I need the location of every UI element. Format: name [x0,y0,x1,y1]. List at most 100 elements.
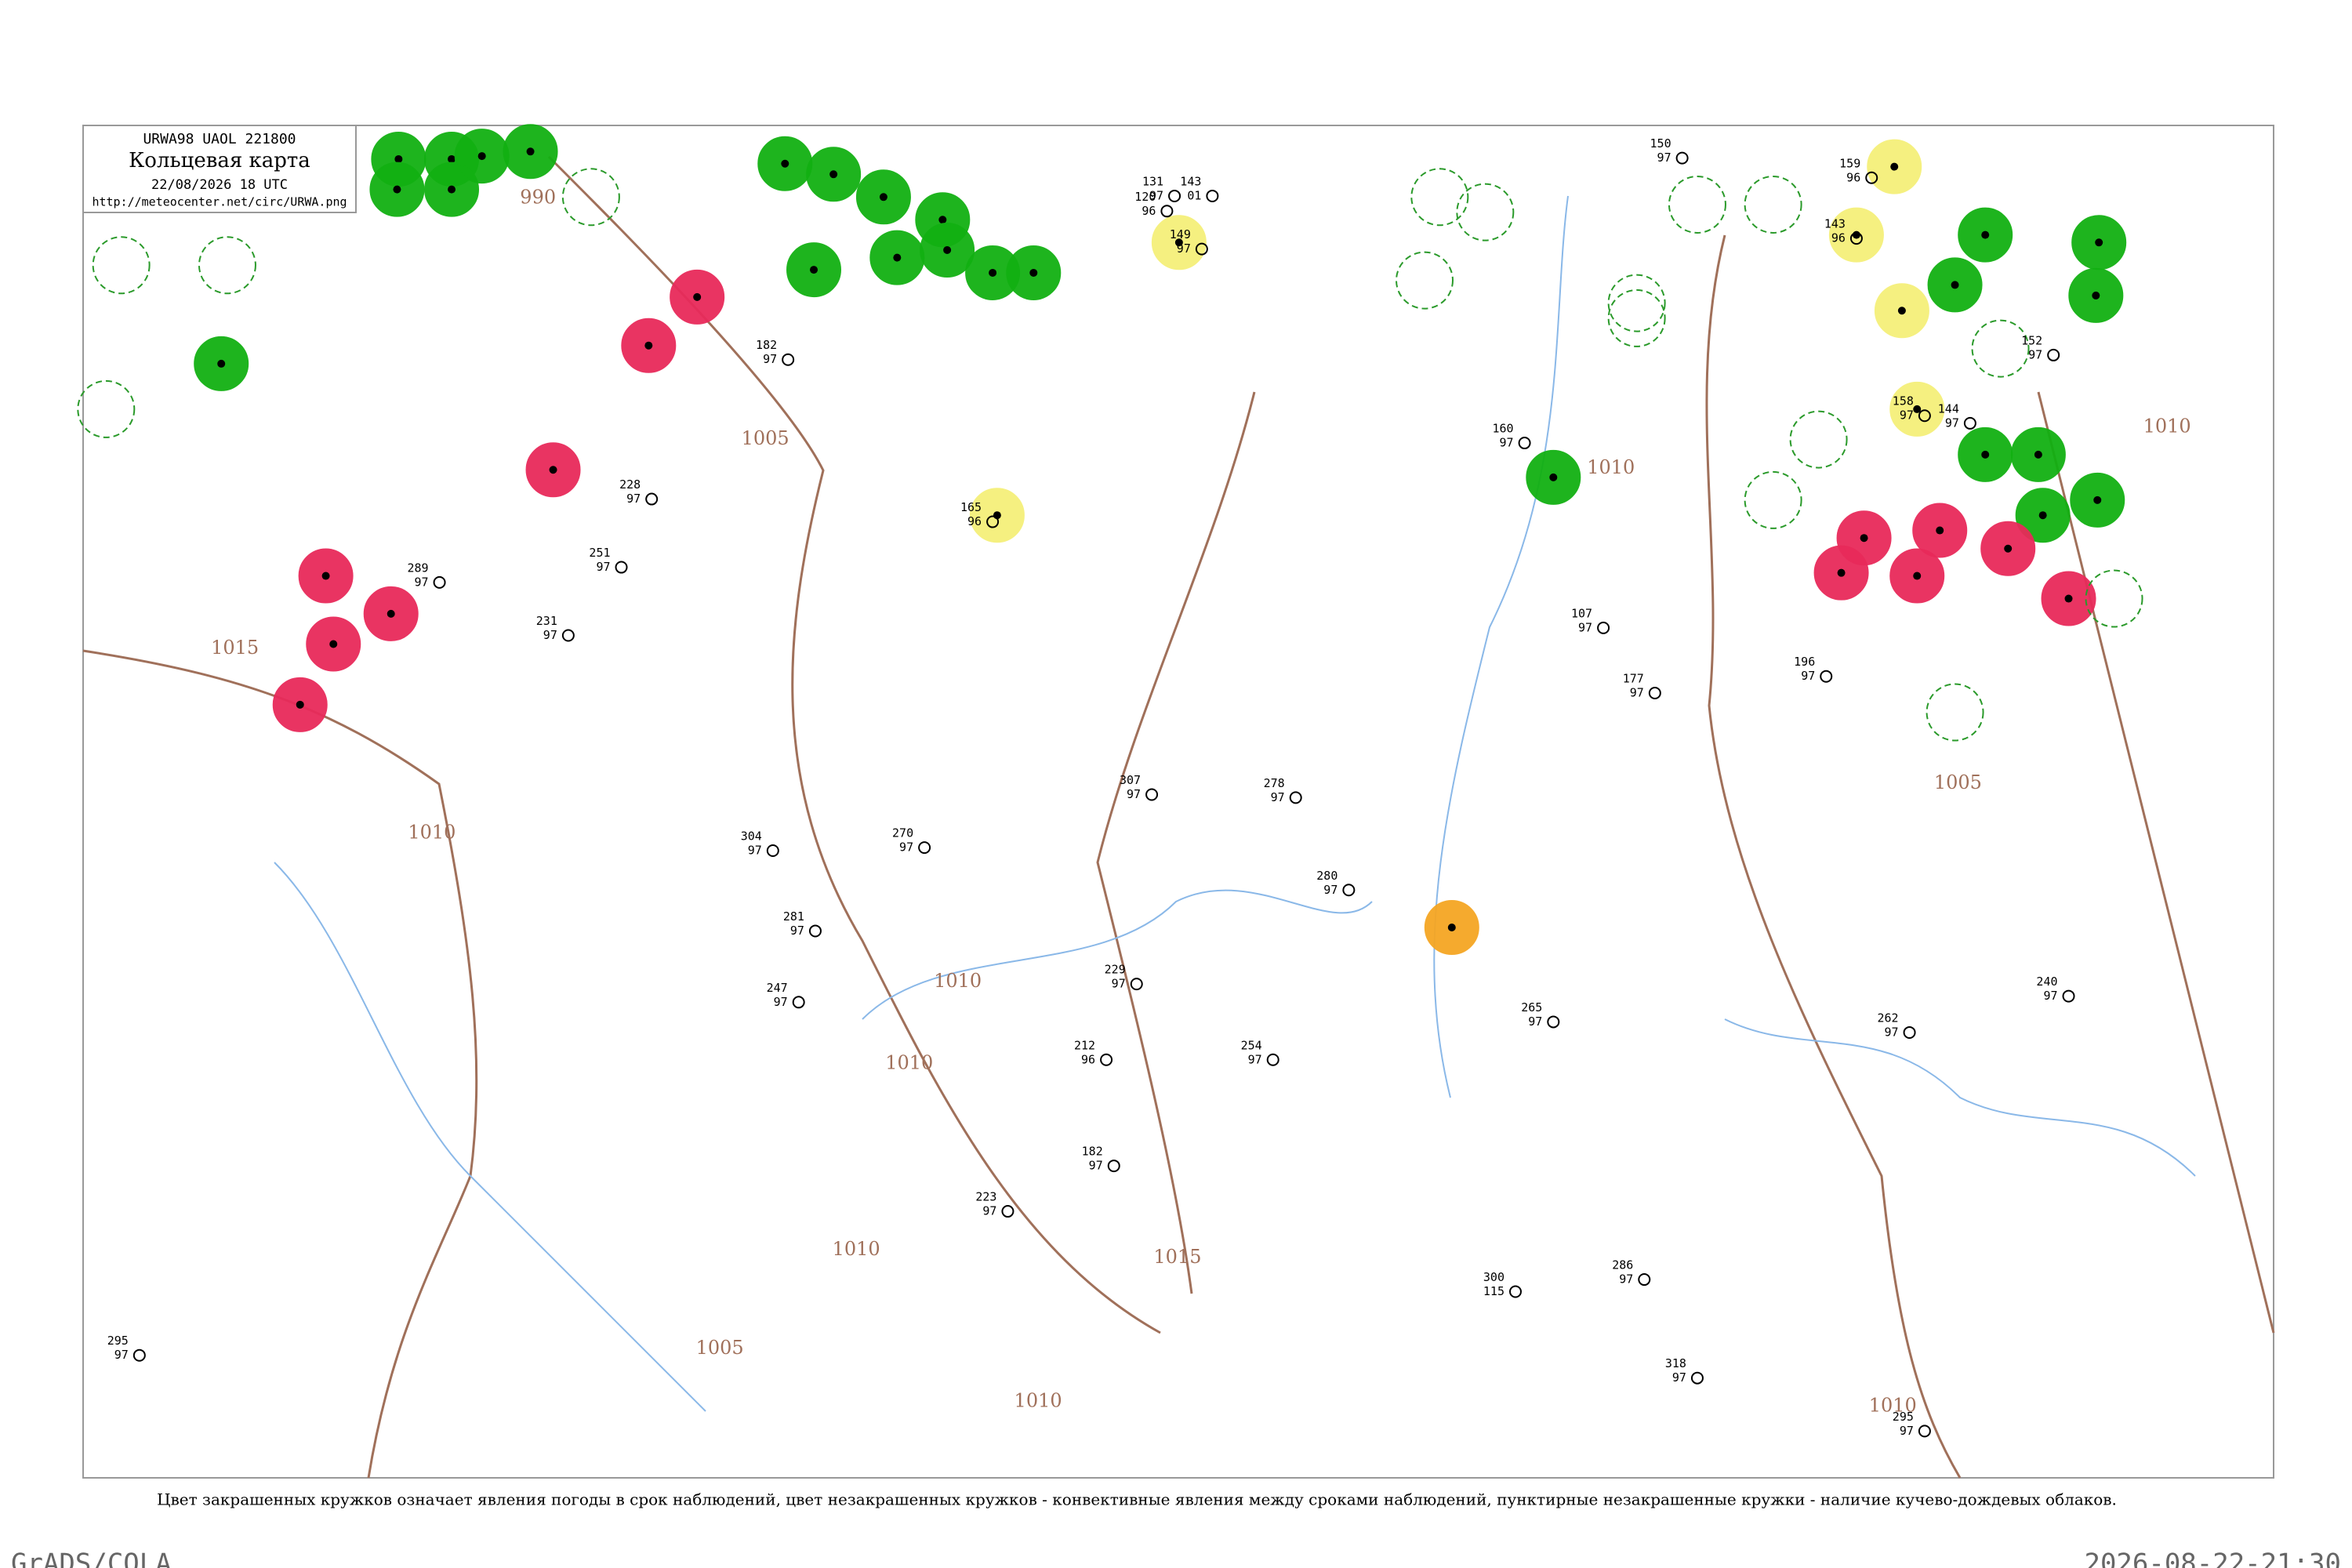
station-circle [1001,1205,1014,1218]
isobar-label: 1015 [211,637,259,659]
station-code: 97 [1900,408,1914,423]
station-circle [1130,978,1143,991]
river [1724,1018,2196,1177]
station-code: 97 [114,1348,129,1362]
station-circle [918,841,931,855]
station-circle [615,561,628,574]
station-dot [2004,544,2013,553]
footer-right: 2026-08-22-21:30 [2084,1548,2341,1568]
station-pressure: 107 [1571,606,1592,620]
station-circle [1289,791,1302,804]
station-code: 97 [763,352,777,366]
station-pressure: 159 [1839,156,1860,170]
isobar [1705,234,1962,1479]
station-dot [943,245,952,254]
station-pressure: 280 [1316,869,1338,883]
isobar-label: 1010 [2143,416,2191,437]
station-code: 97 [1089,1159,1103,1173]
station-pressure: 262 [1877,1011,1898,1025]
station-code: 97 [1630,685,1644,699]
station-code: 97 [1578,620,1592,634]
convective-ring [1456,183,1515,241]
station-circle [1342,884,1356,897]
station-code: 97 [1500,436,1514,450]
station-circle [986,515,1000,528]
station-dot [1029,268,1038,277]
station-circle [2062,989,2075,1003]
station-pressure: 165 [960,500,982,514]
convective-ring [1668,175,1726,234]
station-code: 97 [1900,1424,1914,1438]
convective-ring [1744,175,1802,234]
station-pressure: 212 [1074,1038,1095,1052]
station-dot [1913,405,1922,413]
station-circle [1206,189,1219,202]
header-box [82,125,357,213]
station-dot [387,609,395,618]
station-dot [448,154,456,163]
station-code: 01 [1187,188,1201,202]
station-pressure: 144 [1938,401,1959,416]
station-pressure: 152 [2021,333,2042,347]
station-circle [433,575,446,589]
station-code: 97 [1619,1272,1633,1287]
convective-ring [1410,168,1469,227]
station-code: 96 [1142,204,1156,218]
bulletin-code: URWA98 UAOL 221800 [143,131,296,147]
isobar [82,649,478,1479]
station-dot [2093,495,2102,504]
station-code: 97 [982,1204,996,1218]
station-circle [766,844,779,858]
station-dot [644,341,653,350]
station-dot [2034,450,2042,459]
isobar-label: 1010 [1869,1394,1917,1416]
isobar-label: 1010 [408,822,456,844]
station-pressure: 149 [1170,227,1191,241]
convective-ring [561,168,620,227]
station-circle [1963,416,1976,430]
isobar-label: 1010 [833,1238,880,1260]
station-circle [1195,242,1208,256]
station-dot [1174,238,1183,247]
station-dot [1981,230,1990,239]
isobar-label: 1005 [742,427,789,449]
station-code: 97 [1945,416,1959,430]
station-pressure: 231 [536,614,557,628]
map-frame [82,125,2274,1479]
station-dot [693,292,702,301]
station-circle [1100,1053,1113,1066]
station-circle [561,629,575,642]
isobar [2037,391,2275,1334]
map-url: http://meteocenter.net/circ/URWA.png [92,195,347,209]
station-dot [1837,568,1846,577]
station-pressure: 251 [589,546,610,560]
isobar-label: 1010 [934,970,982,992]
station-dot [477,152,486,161]
station-dot [296,700,304,709]
station-dot [549,466,557,474]
station-code: 97 [2028,347,2042,361]
station-code: 97 [2043,989,2057,1003]
station-circle [1518,437,1531,450]
isobar-label: 1005 [1934,771,1982,793]
station-circle [1638,1273,1651,1287]
convective-ring [77,379,136,438]
convective-ring [1744,470,1802,529]
station-circle [1903,1025,1916,1039]
station-dot [329,640,338,648]
station-pressure: 240 [2036,975,2057,989]
station-code: 97 [748,844,762,858]
station-code: 96 [1831,231,1846,245]
isobar-lines [82,155,2275,1479]
station-code: 97 [1801,669,1815,683]
station-pressure: 158 [1893,394,1914,408]
station-dot [1951,281,1959,289]
station-dot [2064,594,2073,603]
station-code: 97 [1127,787,1141,801]
isobar-label: 1010 [1587,456,1635,478]
station-pressure: 304 [741,829,762,844]
station-circle [1160,205,1174,218]
station-circle [1918,1425,1931,1438]
station-circle [1597,621,1610,634]
station-circle [1266,1053,1279,1066]
